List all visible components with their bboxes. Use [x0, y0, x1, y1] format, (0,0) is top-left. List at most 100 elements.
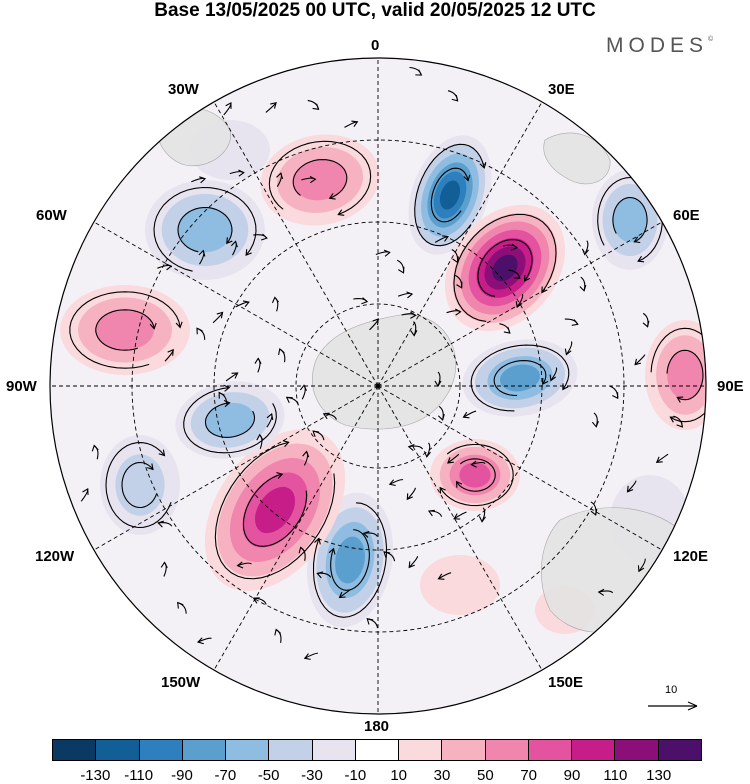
colorbar-swatch: [442, 740, 486, 760]
wind-arrow: [409, 66, 423, 76]
wind-arrow: [454, 274, 463, 289]
colorbar-tick-label: -90: [171, 767, 193, 784]
lon-label-120e: 120E: [673, 548, 709, 565]
wind-arrow: [453, 511, 467, 520]
map-border: [49, 57, 707, 715]
wind-arrow: [265, 102, 277, 113]
wind-arrow: [451, 249, 459, 264]
wind-arrow: [225, 372, 239, 382]
meridian-line: [91, 220, 379, 387]
wind-arrow: [564, 341, 573, 356]
anomaly-contour: [645, 320, 706, 430]
colorbar-swatch: [355, 740, 400, 760]
lon-label-90w: 90W: [6, 378, 37, 395]
anomaly-contour: [260, 134, 380, 226]
colorbar-tick-label: -30: [301, 767, 323, 784]
wind-arrow: [434, 235, 449, 243]
meridian-line: [377, 385, 544, 673]
anomaly-contour: [592, 170, 668, 270]
wind-arrow: [401, 311, 417, 319]
wind-arrow: [427, 509, 443, 517]
wind-arrow: [212, 311, 224, 324]
wind-arrow: [274, 628, 282, 643]
wind-arrow: [271, 296, 279, 312]
wind-arrow: [223, 101, 232, 116]
colorbar-swatch: [658, 740, 701, 760]
streamlines: [69, 66, 706, 660]
colorbar-swatch: [615, 740, 659, 760]
wind-arrow: [609, 385, 619, 400]
wind-arrow: [423, 442, 431, 458]
wind-arrow: [230, 240, 238, 256]
wind-arrow: [447, 453, 460, 464]
wind-arrow: [499, 323, 511, 334]
meridian-line: [212, 385, 379, 673]
wind-arrow: [637, 558, 646, 573]
wind-arrow: [338, 588, 352, 599]
wind-arrow: [437, 405, 445, 421]
reference-vector-label: 10: [665, 684, 678, 696]
wind-arrow: [298, 546, 306, 561]
brand-mark: ©: [708, 36, 714, 43]
wind-arrow: [312, 430, 325, 441]
stream-vortex: [214, 440, 336, 580]
wind-arrow: [253, 233, 268, 241]
lon-label-90e: 90E: [717, 378, 744, 395]
wind-arrow: [196, 327, 206, 340]
wind-arrow: [655, 453, 669, 463]
wind-arrow: [235, 300, 250, 308]
stream-vortex: [183, 384, 277, 454]
wind-arrow: [581, 240, 589, 256]
wind-arrow: [462, 410, 477, 419]
colorbar-tick-label: -130: [80, 767, 111, 784]
colorbar-tick-label: -50: [257, 767, 280, 784]
lon-label-120w: 120W: [35, 548, 75, 565]
stream-vortex: [414, 143, 487, 247]
colorbar-swatch: [139, 740, 183, 760]
wind-arrow: [316, 571, 332, 579]
wind-arrow: [597, 588, 614, 596]
stream-vortex: [650, 327, 706, 423]
colorbar-swatch: [485, 740, 529, 760]
wind-arrow: [278, 348, 286, 363]
wind-arrow: [344, 120, 359, 128]
wind-arrow: [508, 269, 521, 280]
wind-arrow: [478, 507, 487, 523]
lon-label-150e: 150E: [548, 674, 584, 691]
colorbar-tick-label: -10: [344, 767, 367, 784]
stream-vortex: [268, 140, 372, 216]
wind-arrow: [434, 371, 442, 388]
wind-arrow: [437, 572, 452, 580]
wind-arrow: [406, 487, 416, 501]
colorbar-tick-label: 30: [433, 767, 451, 784]
wind-arrow: [410, 321, 418, 337]
colorbar-tick-label: 110: [603, 767, 628, 784]
wind-arrow: [366, 618, 379, 629]
wind-arrow: [515, 293, 524, 309]
graticule: [50, 58, 706, 714]
wind-arrow: [157, 520, 173, 528]
wind-arrow: [191, 176, 207, 184]
colorbar-tick-label: -70: [214, 767, 237, 784]
colorbar-swatch: [399, 740, 443, 760]
lon-label-150w: 150W: [161, 674, 201, 691]
wind-arrow: [196, 637, 212, 645]
anomaly-contour: [462, 339, 578, 417]
wind-arrow: [218, 391, 228, 405]
wind-arrow: [254, 357, 262, 373]
anomaly-contour: [145, 180, 265, 280]
colorbar-swatch: [312, 740, 356, 760]
wind-arrow: [579, 276, 587, 292]
colorbar-tick-label: 50: [476, 767, 494, 784]
latitude-circle: [295, 303, 461, 469]
page-title: Base 13/05/2025 00 UTC, valid 20/05/2025…: [154, 0, 596, 21]
meridian-line: [377, 220, 665, 387]
meridian-line: [377, 99, 544, 387]
colorbar-swatch: [572, 740, 616, 760]
lon-label-180: 180: [364, 718, 390, 735]
wind-arrow: [322, 412, 338, 420]
wind-arrow: [396, 259, 405, 274]
lon-label-60e: 60E: [673, 207, 700, 224]
wind-arrow: [164, 348, 174, 362]
anomaly-field: [60, 120, 706, 634]
